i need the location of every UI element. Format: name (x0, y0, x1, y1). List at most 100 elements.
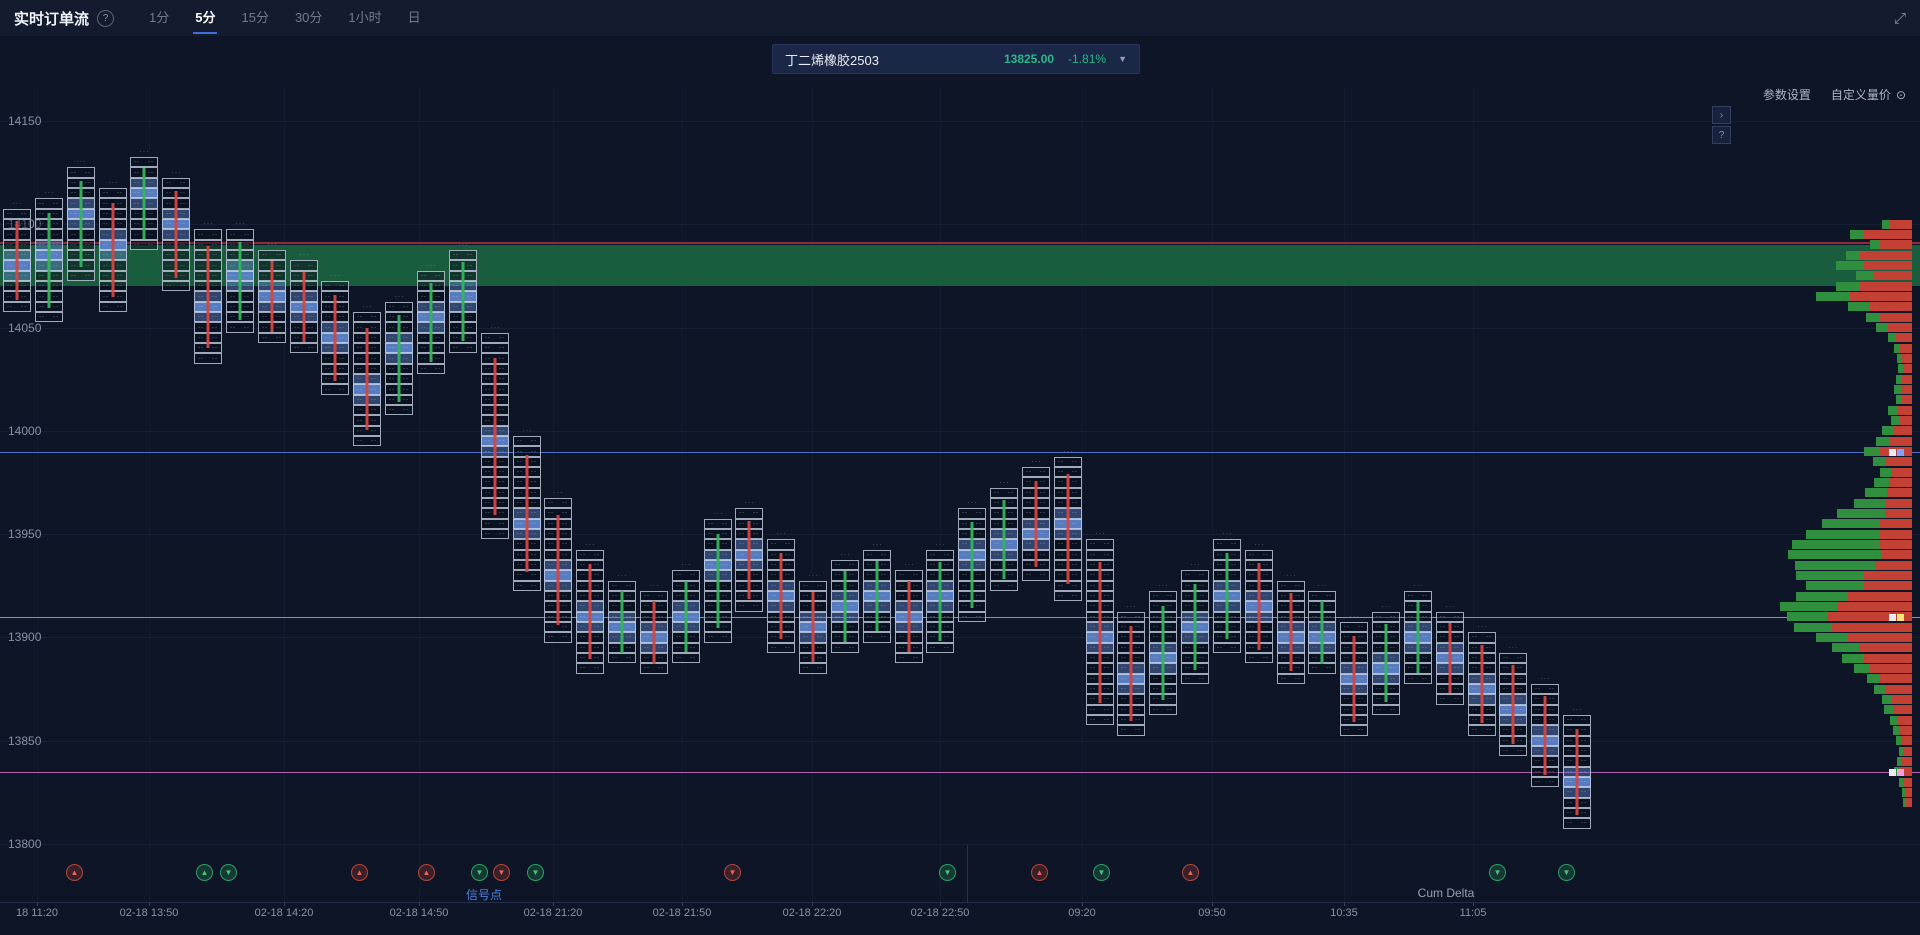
ask-volume-text: ·· (690, 603, 696, 610)
ask-volume-text: ·· (21, 303, 27, 310)
candle-volume-caption: · · · (1286, 572, 1296, 579)
ask-volume-text: ·· (944, 603, 950, 610)
ask-volume-text: ·· (753, 510, 759, 517)
volume-profile-row (1854, 663, 1912, 673)
ask-volume-text: ·· (244, 252, 250, 259)
bid-volume-text: ·· (1567, 717, 1573, 724)
bid-volume-text: ·· (1090, 582, 1096, 589)
candle-delta-line (588, 564, 592, 659)
timeframe-tab-0[interactable]: 1分 (149, 10, 170, 25)
bid-volume-text: ·· (930, 582, 936, 589)
timeframe-tab-5[interactable]: 日 (407, 10, 421, 25)
ask-volume-text: ·· (1104, 665, 1110, 672)
collapse-panel-button[interactable]: › (1712, 106, 1731, 124)
timeframe-tab-3[interactable]: 30分 (294, 10, 323, 25)
footprint-cell: ·· ·· (895, 570, 923, 581)
bid-volume-text: ·· (1440, 644, 1446, 651)
ask-volume-text: ·· (21, 262, 27, 269)
profile-buy-segment (1856, 271, 1874, 281)
price-axis-label: 14150 (8, 114, 42, 128)
bid-volume-text: ·· (39, 221, 45, 228)
volume-profile-row (1903, 798, 1912, 808)
ask-volume-text: ·· (1008, 510, 1014, 517)
price-gridline (0, 844, 1920, 845)
bid-volume-text: ·· (771, 613, 777, 620)
candle-delta-line (270, 261, 274, 332)
candle-volume-caption: · · · (713, 510, 723, 517)
bid-volume-text: ·· (1217, 644, 1223, 651)
bid-volume-text: ·· (230, 303, 236, 310)
timeframe-tab-1[interactable]: 5分 (182, 0, 228, 36)
bid-volume-text: ·· (867, 582, 873, 589)
ask-volume-text: ·· (1517, 675, 1523, 682)
ask-volume-text: ·· (1549, 696, 1555, 703)
bid-volume-text: ·· (198, 334, 204, 341)
time-gridline (37, 88, 38, 902)
price-gridline (0, 121, 1920, 122)
bid-volume-text: ·· (1090, 541, 1096, 548)
candle-delta-line (1352, 635, 1356, 722)
footprint-cell: ·· ·· (1531, 776, 1559, 788)
bid-volume-text: ·· (103, 272, 109, 279)
bid-volume-text: ·· (899, 655, 905, 662)
bid-volume-text: ·· (71, 221, 77, 228)
footprint-cell: ·· ·· (1117, 611, 1145, 622)
instrument-selector[interactable]: 丁二烯橡胶2503 13825.00 -1.81% ▼ (772, 44, 1140, 74)
profile-sell-segment (1882, 550, 1912, 560)
custom-volume-price-button[interactable]: 自定义量价 ⊙ (1831, 86, 1906, 103)
candle-volume-caption: · · · (681, 562, 691, 569)
bid-volume-text: ·· (580, 655, 586, 662)
ask-volume-text: ·· (499, 479, 505, 486)
footprint-candle: · · · ·· ·· ·· ·· ·· ·· ·· ·· ·· ·· ·· ·· ·· ·· ·· ·· ·· ·… (990, 480, 1018, 591)
bid-volume-text: ·· (1090, 624, 1096, 631)
bid-volume-text: ·· (676, 644, 682, 651)
candle-volume-caption: · · · (1031, 459, 1041, 465)
params-settings-button[interactable]: 参数设置 (1762, 88, 1811, 102)
bid-volume-text: ·· (421, 283, 427, 290)
ask-volume-text: ·· (1486, 675, 1492, 682)
timeframe-tab-2[interactable]: 15分 (241, 10, 269, 25)
profile-buy-segment (1882, 219, 1890, 229)
ask-volume-text: ·· (976, 531, 982, 538)
ask-volume-text: ·· (467, 314, 473, 321)
footprint-cell: ·· ·· (1340, 621, 1368, 633)
footprint-candle: · · · ·· ·· ·· ·· ·· ·· ·· ·· ·· ·· ·· ·· ·· ·· ·· ·· ·· ·… (449, 242, 477, 354)
ask-volume-text: ·· (212, 283, 218, 290)
ask-volume-text: ·· (913, 634, 919, 641)
bid-volume-text: ·· (1376, 624, 1382, 631)
candle-delta-line (875, 560, 879, 632)
ask-volume-text: ·· (1135, 686, 1141, 693)
bid-volume-text: ·· (262, 303, 268, 310)
ask-volume-text: ·· (244, 262, 250, 269)
help-icon[interactable]: ? (97, 9, 115, 27)
bid-volume-text: ·· (389, 334, 395, 341)
footprint-cell: ·· ·· (353, 312, 381, 323)
chart-help-button[interactable]: ? (1712, 126, 1731, 144)
bid-volume-text: ·· (166, 252, 172, 259)
time-axis-tick (149, 902, 150, 906)
bid-volume-text: ·· (1121, 665, 1127, 672)
signal-point-label[interactable]: 信号点 (465, 888, 503, 902)
cum-delta-label[interactable]: Cum Delta (1417, 886, 1475, 900)
bid-volume-text: ·· (134, 210, 140, 217)
profile-sell-segment (1897, 715, 1912, 725)
bid-volume-text: ·· (1058, 582, 1064, 589)
bid-volume-text: ·· (198, 283, 204, 290)
profile-buy-segment (1896, 736, 1901, 746)
footprint-cell: ·· ·· (1563, 714, 1591, 726)
bid-volume-text: ·· (899, 634, 905, 641)
footprint-candle: · · · ·· ·· ·· ·· ·· ·· ·· ·· ·· ·· ·· ·· ·· ·· ·· ·· ·· ·… (1213, 531, 1241, 653)
footprint-cell: ·· ·· (194, 229, 222, 240)
profile-sell-segment (1886, 457, 1912, 467)
timeframe-tab-4[interactable]: 1小时 (348, 10, 382, 25)
ask-volume-text: ·· (881, 624, 887, 631)
bid-volume-text: ·· (1090, 593, 1096, 600)
candle-volume-caption: · · · (203, 221, 213, 228)
bid-volume-text: ·· (1249, 613, 1255, 620)
price-level-line (0, 771, 1920, 773)
fullscreen-icon[interactable]: ⤢ (1893, 9, 1906, 27)
profile-sell-segment (1860, 250, 1912, 260)
ask-volume-text: ·· (53, 231, 59, 238)
footprint-cell: ·· ·· (385, 301, 413, 313)
